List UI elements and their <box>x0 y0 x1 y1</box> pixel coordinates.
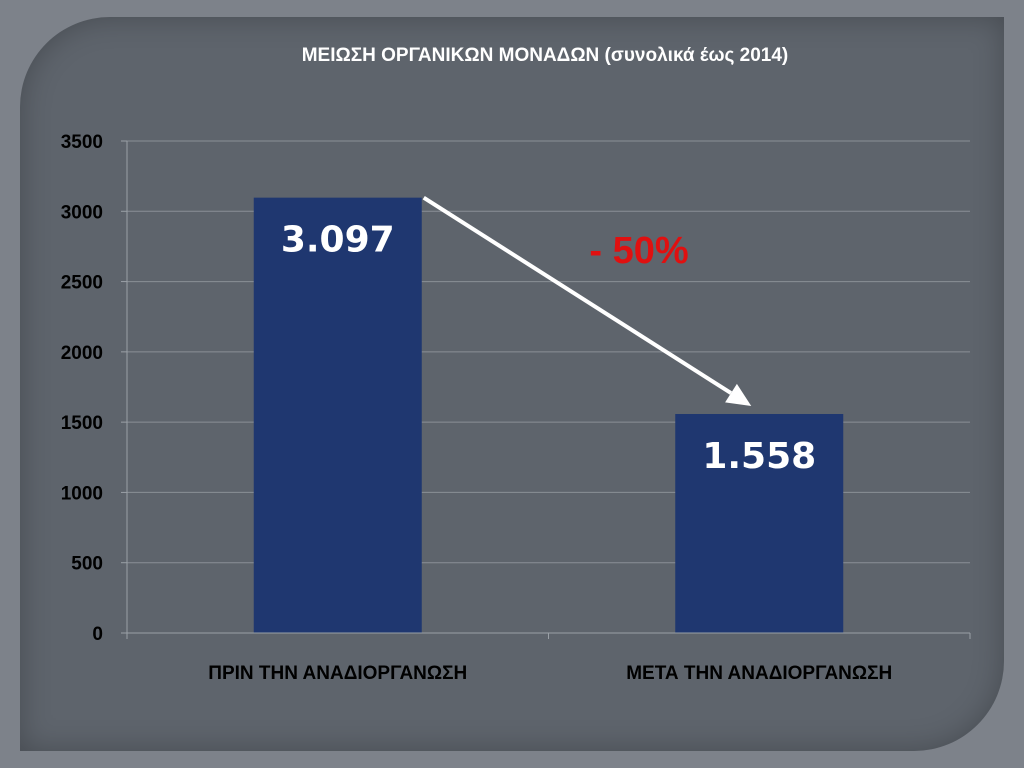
y-tick-label: 1000 <box>61 483 103 504</box>
bar-value-label: 3.097 <box>281 220 395 261</box>
arrow-head <box>725 383 752 406</box>
y-tick-label: 500 <box>71 554 103 575</box>
y-tick-label: 1500 <box>61 413 103 434</box>
y-tick-label: 3500 <box>61 132 103 153</box>
arrow-shaft <box>422 195 733 395</box>
bar <box>253 197 422 634</box>
trend-arrow <box>422 195 752 406</box>
y-tick-label: 0 <box>92 624 103 645</box>
x-axis: ΠΡΙΝ ΤΗΝ ΑΝΑΔΙΟΡΓΑΝΩΣΗ ΜΕΤΑ ΤΗΝ ΑΝΑΔΙΟΡΓΑ… <box>126 632 971 684</box>
x-category-label: ΠΡΙΝ ΤΗΝ ΑΝΑΔΙΟΡΓΑΝΩΣΗ <box>208 663 467 684</box>
percent-change-annotation: - 50% <box>589 230 688 272</box>
bar-value-label: 1.558 <box>702 436 816 477</box>
y-tick-label: 3000 <box>61 202 103 223</box>
bar <box>675 413 844 633</box>
bars: 3.097 1.558 <box>253 197 844 634</box>
gridlines <box>127 140 970 564</box>
y-tick-label: 2000 <box>61 343 103 364</box>
chart-title: ΜΕΙΩΣΗ ΟΡΓΑΝΙΚΩΝ ΜΟΝΑΔΩΝ (συνολικά έως 2… <box>302 45 789 66</box>
y-tick-label: 2500 <box>61 273 103 294</box>
x-category-label: ΜΕΤΑ ΤΗΝ ΑΝΑΔΙΟΡΓΑΝΩΣΗ <box>626 663 892 684</box>
y-axis: 0 500 1000 1500 2000 2500 3000 3500 <box>61 132 128 645</box>
